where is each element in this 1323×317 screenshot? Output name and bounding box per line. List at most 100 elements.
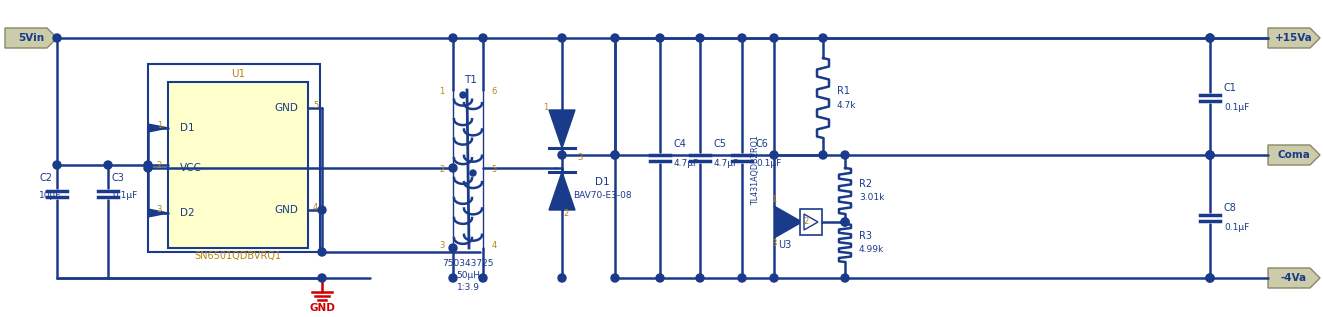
Text: 4: 4 — [314, 203, 319, 211]
Circle shape — [53, 34, 61, 42]
Text: 0.1µF: 0.1µF — [112, 191, 138, 200]
Text: 0.1µF: 0.1µF — [1224, 103, 1249, 113]
Circle shape — [558, 274, 566, 282]
Text: R2: R2 — [859, 179, 872, 189]
Polygon shape — [1267, 268, 1320, 288]
Text: R1: R1 — [837, 86, 849, 96]
Circle shape — [819, 34, 827, 42]
Text: 0.1µF: 0.1µF — [755, 158, 782, 167]
Text: 6: 6 — [491, 87, 496, 96]
Circle shape — [318, 206, 325, 214]
Circle shape — [611, 34, 619, 42]
Polygon shape — [1267, 145, 1320, 165]
Text: C3: C3 — [112, 173, 124, 183]
Circle shape — [738, 274, 746, 282]
Text: T1: T1 — [463, 75, 476, 85]
Polygon shape — [148, 209, 168, 217]
Text: U1: U1 — [232, 69, 245, 79]
Text: 0.1µF: 0.1µF — [1224, 223, 1249, 232]
Text: 2: 2 — [564, 210, 569, 218]
Circle shape — [460, 92, 466, 98]
Polygon shape — [549, 110, 576, 148]
Text: 3: 3 — [577, 153, 582, 163]
Circle shape — [558, 34, 566, 42]
Text: C5: C5 — [714, 139, 728, 149]
Circle shape — [696, 34, 704, 42]
Circle shape — [696, 274, 704, 282]
Text: 3: 3 — [771, 240, 777, 249]
Text: 4: 4 — [491, 242, 496, 250]
Circle shape — [558, 151, 566, 159]
Text: GND: GND — [274, 103, 298, 113]
Text: 2: 2 — [803, 217, 808, 227]
Circle shape — [448, 34, 456, 42]
Text: GND: GND — [274, 205, 298, 215]
Circle shape — [53, 161, 61, 169]
Circle shape — [105, 161, 112, 169]
Text: -4Va: -4Va — [1281, 273, 1307, 283]
Text: Coma: Coma — [1278, 150, 1311, 160]
Text: D2: D2 — [180, 208, 194, 218]
Circle shape — [470, 170, 476, 176]
Circle shape — [841, 274, 849, 282]
Text: 50µH: 50µH — [456, 270, 480, 280]
Text: 4.7µF: 4.7µF — [673, 158, 699, 167]
Text: 2: 2 — [439, 165, 445, 174]
Circle shape — [1207, 151, 1215, 159]
Text: D1: D1 — [180, 123, 194, 133]
Text: 2: 2 — [156, 160, 161, 170]
Text: TL431AQDBZRQ1: TL431AQDBZRQ1 — [751, 135, 761, 205]
Text: U3: U3 — [778, 240, 791, 250]
Text: 5Vin: 5Vin — [19, 33, 44, 43]
Circle shape — [841, 218, 849, 226]
Text: 5: 5 — [314, 100, 319, 109]
Circle shape — [770, 151, 778, 159]
FancyBboxPatch shape — [168, 82, 308, 248]
Circle shape — [656, 274, 664, 282]
Circle shape — [479, 274, 487, 282]
Circle shape — [318, 274, 325, 282]
Text: 3.01k: 3.01k — [859, 193, 884, 203]
Polygon shape — [148, 124, 168, 132]
Circle shape — [770, 274, 778, 282]
Polygon shape — [5, 28, 57, 48]
Text: C2: C2 — [38, 173, 52, 183]
Circle shape — [448, 164, 456, 172]
Polygon shape — [774, 206, 802, 238]
Circle shape — [1207, 274, 1215, 282]
Text: 1: 1 — [439, 87, 445, 96]
Polygon shape — [1267, 28, 1320, 48]
Circle shape — [1207, 34, 1215, 42]
Text: 5: 5 — [491, 165, 496, 174]
Circle shape — [770, 34, 778, 42]
Text: VCC: VCC — [180, 163, 202, 173]
Text: 4.99k: 4.99k — [859, 245, 884, 255]
Text: 1: 1 — [771, 196, 777, 204]
Text: C1: C1 — [1224, 83, 1237, 93]
Circle shape — [656, 34, 664, 42]
Text: C6: C6 — [755, 139, 769, 149]
Text: 1: 1 — [544, 103, 549, 113]
Circle shape — [479, 34, 487, 42]
Text: C8: C8 — [1224, 203, 1237, 213]
Circle shape — [144, 164, 152, 172]
Circle shape — [738, 34, 746, 42]
Circle shape — [841, 151, 849, 159]
Text: 10µF: 10µF — [38, 191, 61, 200]
Text: 3: 3 — [439, 242, 445, 250]
Circle shape — [448, 274, 456, 282]
Circle shape — [819, 151, 827, 159]
Text: 1:3.9: 1:3.9 — [456, 282, 479, 292]
Circle shape — [144, 161, 152, 169]
Circle shape — [448, 244, 456, 252]
Text: GND: GND — [310, 303, 335, 313]
Text: SN6501QDBVRQ1: SN6501QDBVRQ1 — [194, 251, 282, 261]
Circle shape — [611, 151, 619, 159]
Circle shape — [611, 274, 619, 282]
Text: C4: C4 — [673, 139, 687, 149]
Circle shape — [1207, 151, 1215, 159]
Text: 3: 3 — [156, 205, 161, 215]
Text: D1: D1 — [594, 177, 610, 187]
Circle shape — [841, 218, 849, 226]
Circle shape — [1207, 151, 1215, 159]
